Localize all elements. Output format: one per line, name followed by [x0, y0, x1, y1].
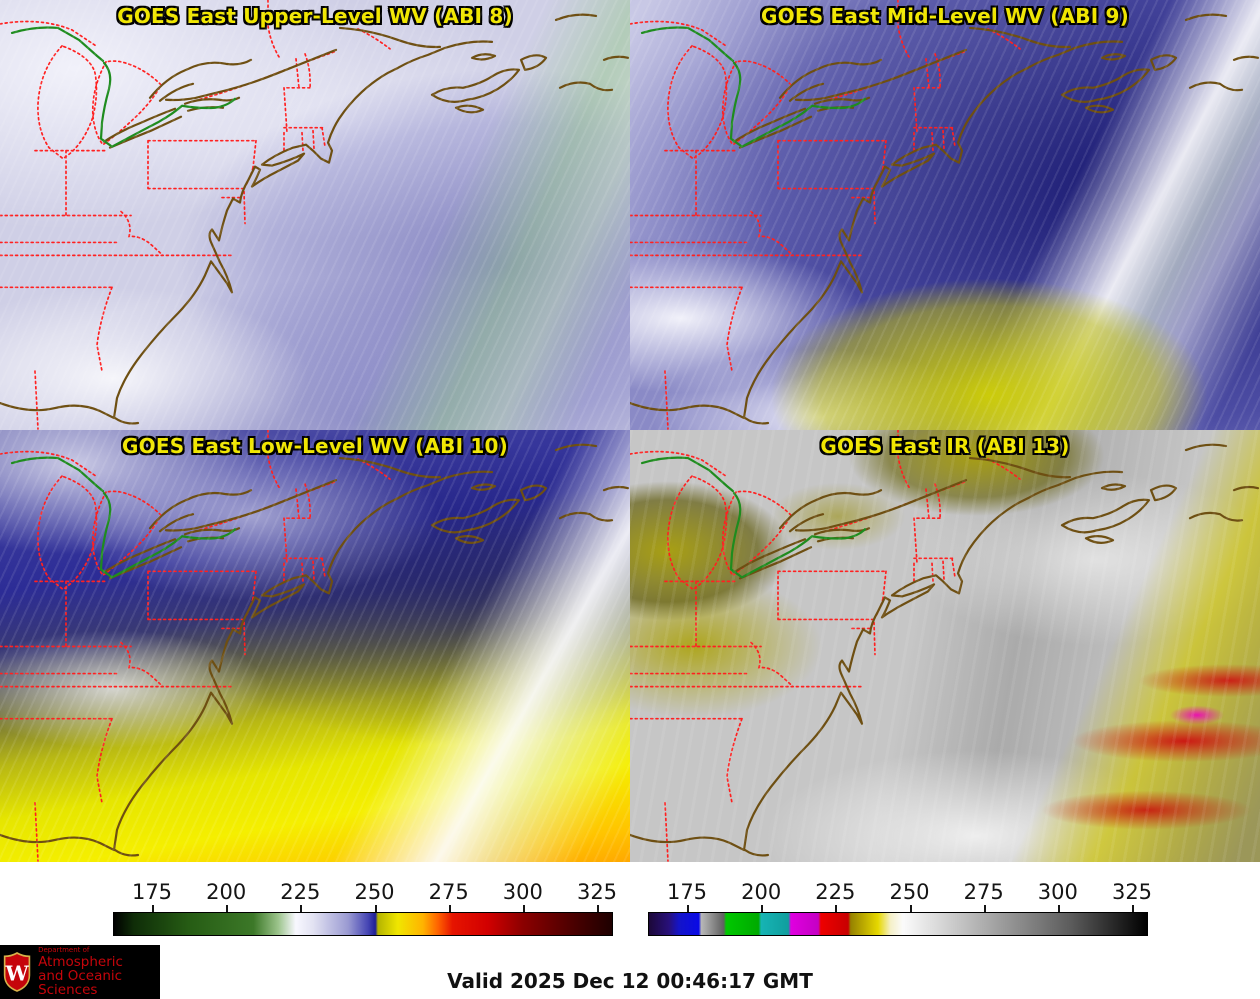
- tick-mark: [687, 905, 689, 912]
- colorbar-ir: 175 200 225 250 275 300 325: [648, 880, 1152, 956]
- colorbar-tick-label: 175: [666, 880, 708, 904]
- colorbar-tick-label: 300: [502, 880, 543, 904]
- uw-crest-icon: W: [3, 952, 31, 992]
- map-overlay: [0, 0, 630, 430]
- tick-mark: [448, 905, 451, 912]
- panel-title-abi10: GOES East Low-Level WV (ABI 10): [122, 434, 508, 458]
- panel-grid: GOES East Upper-Level WV (ABI 8) GOES Ea…: [0, 0, 1260, 862]
- tick-mark: [1057, 905, 1060, 912]
- tick-mark: [1132, 905, 1134, 912]
- colorbar-tick-label: 200: [741, 880, 782, 904]
- tick-mark: [761, 905, 764, 912]
- map-overlay: [630, 0, 1260, 430]
- colorbar-tick-label: 225: [280, 880, 321, 904]
- footer: 175 200 225 250 275 300 325 175 200 225 …: [0, 862, 1260, 999]
- uw-monogram: W: [4, 961, 29, 985]
- colorbar-tick-label: 225: [815, 880, 856, 904]
- tick-mark: [597, 905, 599, 912]
- panel-upper-level-wv: GOES East Upper-Level WV (ABI 8): [0, 0, 630, 430]
- logo-line1: Atmospheric: [38, 953, 123, 970]
- colorbar-tick-label: 275: [963, 880, 1004, 904]
- panel-title-abi8: GOES East Upper-Level WV (ABI 8): [117, 4, 513, 28]
- logo-dept-label: Department of: [38, 945, 90, 954]
- panel-mid-level-wv: GOES East Mid-Level WV (ABI 9): [630, 0, 1260, 430]
- map-overlay: [0, 430, 630, 862]
- tick-mark: [374, 905, 377, 912]
- valid-time-label: Valid 2025 Dec 12 00:46:17 GMT: [447, 969, 813, 993]
- colorbar-tick-label: 325: [1111, 880, 1153, 904]
- panel-ir: GOES East IR (ABI 13): [630, 430, 1260, 862]
- tick-mark: [300, 905, 303, 912]
- colorbar-tick-label: 250: [889, 880, 930, 904]
- panel-title-abi13: GOES East IR (ABI 13): [820, 434, 1070, 458]
- panel-low-level-wv: GOES East Low-Level WV (ABI 10): [0, 430, 630, 862]
- colorbar-ir-gradient: [648, 912, 1148, 936]
- logo-text: Department of Atmospheric and Oceanic Sc…: [38, 945, 160, 999]
- colorbar-tick-label: 250: [354, 880, 395, 904]
- tick-mark: [522, 905, 525, 912]
- tick-mark: [226, 905, 229, 912]
- colorbar-wv-gradient: [113, 912, 613, 936]
- tick-mark: [983, 905, 986, 912]
- uw-aos-logo[interactable]: W Department of Atmospheric and Oceanic …: [0, 945, 160, 999]
- logo-line2: and Oceanic Sciences: [38, 968, 123, 999]
- colorbar-tick-label: 200: [206, 880, 247, 904]
- map-overlay: [630, 430, 1260, 862]
- panel-title-abi9: GOES East Mid-Level WV (ABI 9): [761, 4, 1129, 28]
- colorbar-tick-label: 325: [576, 880, 618, 904]
- tick-mark: [909, 905, 912, 912]
- colorbar-tick-label: 300: [1037, 880, 1078, 904]
- tick-mark: [835, 905, 838, 912]
- colorbar-tick-label: 275: [428, 880, 469, 904]
- tick-mark: [152, 905, 154, 912]
- colorbar-tick-label: 175: [131, 880, 173, 904]
- colorbar-wv: 175 200 225 250 275 300 325: [113, 880, 617, 956]
